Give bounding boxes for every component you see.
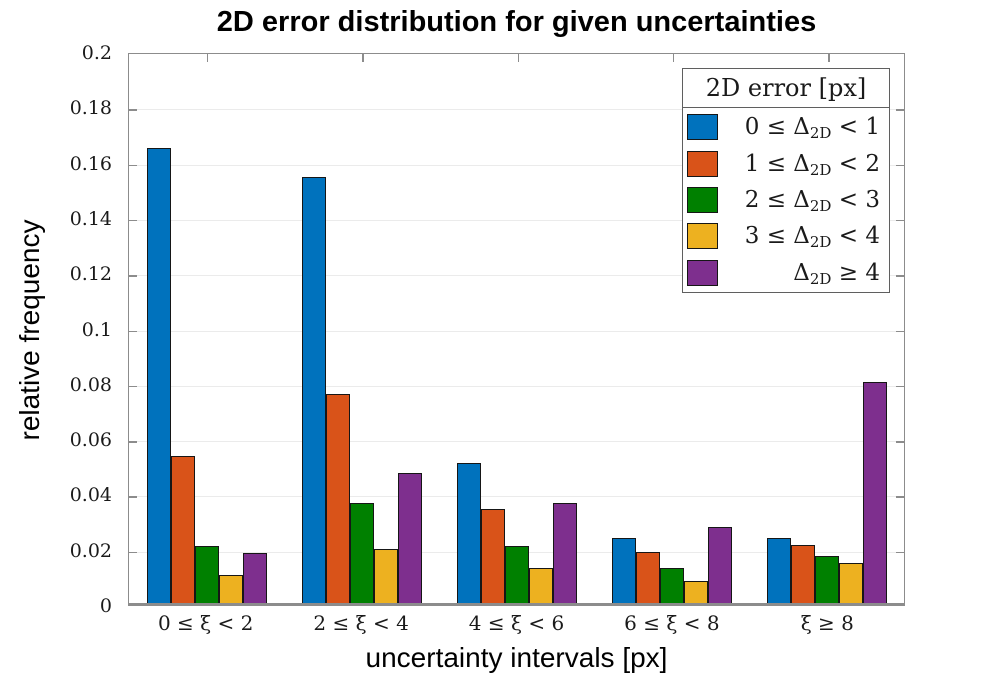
- bar: [814, 556, 839, 603]
- bars-layer: [129, 54, 904, 603]
- bar: [456, 463, 481, 603]
- y-gridline: [129, 219, 904, 221]
- y-tick-label: 0.06: [69, 429, 112, 452]
- x-tick-label: 2 ≤ ξ < 4: [313, 611, 409, 635]
- y-tick-label: 0.1: [81, 318, 112, 341]
- bar: [528, 568, 553, 603]
- legend-entry: 0 ≤ Δ2D < 1: [683, 114, 889, 143]
- x-tick-mark: [362, 54, 364, 62]
- bar: [838, 562, 863, 603]
- legend-swatch: [687, 259, 718, 286]
- bar: [552, 503, 577, 603]
- legend-swatch: [687, 114, 718, 141]
- chart-title: 2D error distribution for given uncertai…: [216, 6, 817, 38]
- y-tick-label: 0.12: [69, 263, 112, 286]
- bar: [635, 551, 660, 603]
- legend-swatch: [687, 223, 718, 250]
- y-gridline: [129, 441, 904, 443]
- bar: [373, 549, 398, 603]
- legend-entry: 2 ≤ Δ2D < 3: [683, 186, 889, 215]
- y-tick-mark: [896, 164, 904, 167]
- y-tick-mark: [129, 385, 137, 388]
- y-tick-mark: [129, 496, 137, 498]
- y-gridline: [129, 496, 904, 498]
- bar-group: [439, 54, 594, 603]
- x-tick-mark: [206, 54, 209, 62]
- y-axis-tick-labels: 0 0.02 0.04 0.06 0.08 0.1 0.12 0.14 0.16 0.18 0.2: [0, 43, 118, 616]
- bar: [301, 177, 326, 603]
- bar: [790, 544, 815, 603]
- bar: [707, 526, 732, 603]
- y-gridline: [129, 109, 904, 111]
- y-tick-mark: [129, 441, 137, 443]
- legend-entry-label: 1 ≤ Δ2D < 2: [744, 150, 880, 179]
- legend-swatch: [687, 150, 718, 177]
- bar: [218, 575, 243, 603]
- bar-group: [594, 54, 749, 603]
- y-tick-mark: [896, 275, 904, 277]
- y-tick-mark: [896, 219, 904, 222]
- x-tick-label: 4 ≤ ξ < 6: [468, 611, 565, 635]
- legend-entry-label: 0 ≤ Δ2D < 1: [744, 114, 880, 143]
- y-tick-mark: [896, 551, 904, 554]
- bar: [397, 473, 422, 603]
- y-tick-mark: [129, 275, 137, 277]
- x-tick-label: 6 ≤ ξ < 8: [624, 611, 720, 635]
- bar: [349, 503, 374, 603]
- y-tick-label: 0.18: [69, 97, 112, 120]
- y-tick-mark: [896, 109, 904, 111]
- legend: 2D error [px] 0 ≤ Δ2D < 1 1 ≤ Δ2D < 2 2 ≤ …: [682, 68, 890, 293]
- legend-swatch: [687, 186, 718, 213]
- legend-entry-label: 2 ≤ Δ2D < 3: [744, 186, 880, 215]
- y-tick-label: 0.14: [69, 207, 112, 230]
- y-gridline: [129, 330, 904, 332]
- y-tick-mark: [896, 385, 904, 388]
- y-tick-label: 0.16: [69, 152, 112, 175]
- x-tick-mark: [672, 54, 675, 62]
- bar: [659, 568, 684, 603]
- x-tick-label: ξ ≥ 8: [800, 611, 854, 635]
- y-tick-mark: [129, 164, 137, 167]
- bar: [325, 394, 350, 603]
- x-tick-mark: [517, 54, 519, 62]
- bar: [194, 546, 219, 603]
- y-tick-label: 0.02: [69, 539, 112, 562]
- legend-entry-label: 3 ≤ Δ2D < 4: [744, 223, 880, 252]
- bar: [766, 538, 791, 603]
- y-tick-label: 0.08: [69, 373, 112, 396]
- bar: [146, 148, 171, 603]
- bar: [480, 509, 505, 603]
- legend-entry-label: Δ2D ≥ 4: [793, 259, 880, 288]
- legend-entry: 1 ≤ Δ2D < 2: [683, 150, 889, 179]
- bar: [504, 546, 529, 603]
- x-axis-title: uncertainty intervals [px]: [365, 642, 668, 673]
- bar-group: [284, 54, 439, 603]
- bar: [170, 456, 195, 603]
- bar-group: [129, 54, 284, 603]
- y-tick-mark: [896, 441, 904, 443]
- y-tick-label: 0.04: [69, 484, 112, 507]
- bar: [611, 538, 636, 603]
- legend-entries: 0 ≤ Δ2D < 1 1 ≤ Δ2D < 2 2 ≤ Δ2D < 3 3 ≤ Δ2D…: [683, 108, 889, 292]
- y-gridline: [129, 385, 904, 387]
- legend-title: 2D error [px]: [683, 69, 889, 108]
- y-tick-mark: [896, 330, 904, 332]
- bar: [242, 553, 267, 603]
- y-tick-mark: [129, 219, 137, 222]
- y-tick-label: 0.2: [81, 42, 112, 64]
- y-tick-mark: [129, 551, 137, 554]
- bar: [683, 580, 708, 603]
- x-tick-mark: [828, 54, 830, 62]
- bar-group: [749, 54, 904, 603]
- y-tick-mark: [129, 330, 137, 332]
- x-tick-label: 0 ≤ ξ < 2: [157, 611, 254, 635]
- y-tick-mark: [129, 109, 137, 111]
- y-gridline: [129, 164, 904, 166]
- y-tick-label: 0: [99, 595, 112, 617]
- y-gridline: [129, 275, 904, 277]
- bar: [862, 381, 887, 603]
- legend-entry: 3 ≤ Δ2D < 4: [683, 223, 889, 252]
- legend-entry: Δ2D ≥ 4: [683, 259, 889, 288]
- y-tick-mark: [896, 496, 904, 498]
